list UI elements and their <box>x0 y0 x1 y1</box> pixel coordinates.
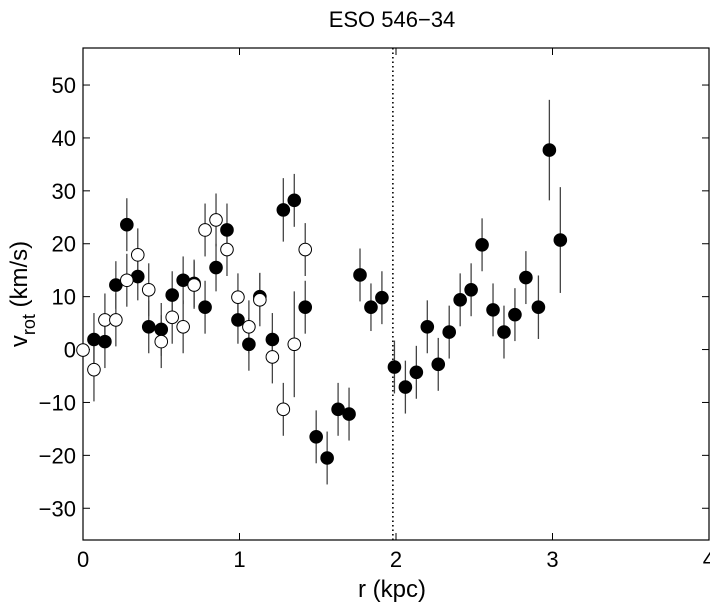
y-tick-label: −30 <box>39 496 76 521</box>
filled-data-point <box>486 303 500 317</box>
filled-data-point <box>154 322 169 337</box>
filled-data-point <box>198 300 212 315</box>
filled-data-point <box>364 300 378 315</box>
y-axis-label: vrot (km/s) <box>6 241 39 347</box>
y-tick-label: 0 <box>64 338 76 363</box>
y-axis-label-main: v <box>6 335 33 347</box>
filled-data-point <box>242 337 256 352</box>
filled-data-point <box>353 268 367 282</box>
filled-data-point <box>497 325 511 339</box>
filled-data-point <box>553 233 568 247</box>
data-markers <box>76 143 568 465</box>
filled-data-point <box>431 357 446 372</box>
filled-data-point <box>87 332 101 347</box>
x-tick-label: 1 <box>233 547 245 572</box>
y-tick-label: −10 <box>39 390 76 415</box>
y-tick-label: 10 <box>52 285 76 310</box>
open-data-point <box>298 242 313 257</box>
y-tick-label: −20 <box>39 443 76 468</box>
filled-data-point <box>309 430 323 444</box>
open-data-point <box>176 320 190 334</box>
open-data-point <box>141 282 156 297</box>
y-axis-label-subscript: rot <box>19 314 39 335</box>
open-data-point <box>187 278 201 292</box>
filled-data-point <box>265 332 280 347</box>
x-tick-label: 4 <box>703 547 710 572</box>
open-data-point <box>276 402 291 417</box>
open-data-point <box>265 350 280 364</box>
filled-data-point <box>420 320 435 334</box>
open-data-point <box>231 290 245 304</box>
filled-data-point <box>98 334 112 349</box>
filled-data-point <box>464 282 478 297</box>
filled-data-point <box>120 217 134 232</box>
filled-data-point <box>276 203 291 217</box>
filled-data-point <box>375 290 389 305</box>
filled-data-point <box>220 223 234 237</box>
filled-data-point <box>342 407 356 421</box>
x-tick-label: 2 <box>390 547 402 572</box>
filled-data-point <box>508 307 522 322</box>
open-data-point <box>76 343 90 357</box>
filled-data-point <box>409 365 424 380</box>
chart-title: ESO 546−34 <box>329 7 456 32</box>
open-data-point <box>154 334 169 349</box>
y-tick-label: 40 <box>52 126 76 151</box>
open-data-point <box>87 362 101 377</box>
filled-data-point <box>165 288 180 302</box>
filled-data-point <box>387 360 402 374</box>
filled-data-point <box>141 320 156 334</box>
x-axis-label: r (kpc) <box>358 576 426 603</box>
error-bars <box>93 99 561 485</box>
open-data-point <box>242 320 256 334</box>
open-data-point <box>109 313 123 327</box>
filled-data-point <box>453 293 467 307</box>
filled-data-point <box>209 260 223 275</box>
filled-data-point <box>398 380 413 394</box>
axis-ticks: −30 −20 −10 0 10 20 30 40 50 0 1 2 3 4 <box>39 48 710 572</box>
open-data-point <box>209 213 223 227</box>
filled-data-point <box>531 300 546 315</box>
open-data-point <box>253 293 267 307</box>
open-data-point <box>287 337 302 352</box>
filled-data-point <box>475 238 489 252</box>
x-tick-label: 3 <box>546 547 558 572</box>
filled-data-point <box>231 313 245 327</box>
filled-data-point <box>542 143 557 157</box>
y-axis-label-unit: (km/s) <box>6 241 33 314</box>
open-data-point <box>130 248 145 262</box>
filled-data-point <box>287 193 302 208</box>
filled-data-point <box>442 325 457 339</box>
open-data-point <box>120 273 134 288</box>
y-tick-label: 30 <box>52 179 76 204</box>
filled-data-point <box>298 300 313 315</box>
open-data-point <box>220 242 234 257</box>
open-data-point <box>165 310 180 325</box>
x-tick-label: 0 <box>77 547 89 572</box>
y-tick-label: 50 <box>52 73 76 98</box>
open-data-point <box>198 223 212 237</box>
filled-data-point <box>320 451 334 465</box>
y-tick-label: 20 <box>52 232 76 257</box>
filled-data-point <box>519 270 533 285</box>
